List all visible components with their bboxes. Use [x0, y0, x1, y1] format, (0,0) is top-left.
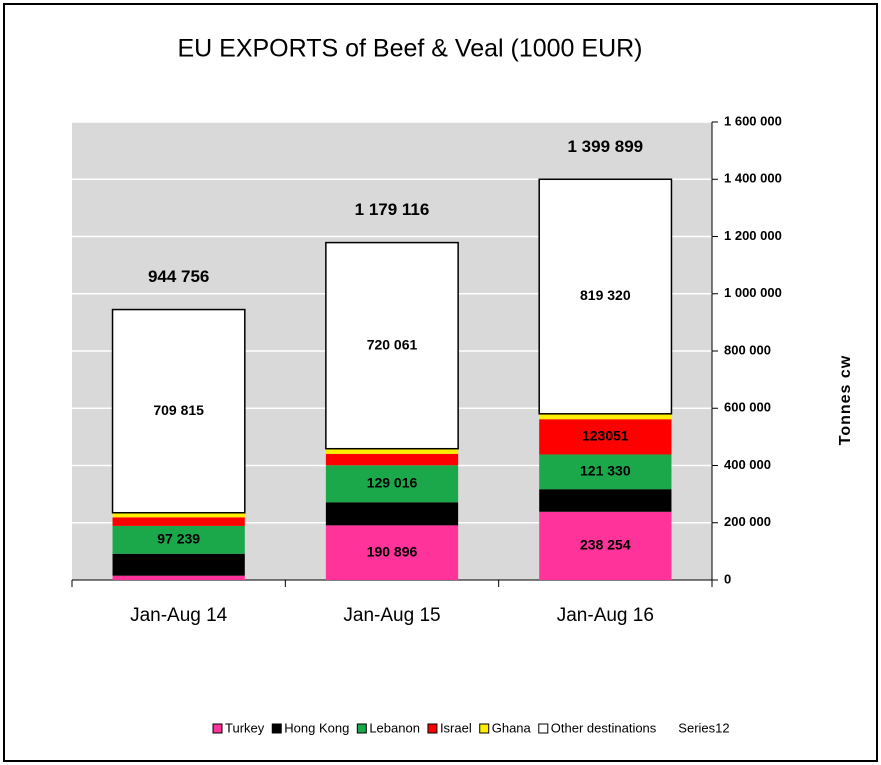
- data-label: 720 061: [367, 336, 418, 352]
- data-label: 819 320: [580, 287, 631, 303]
- y-tick-label: 800 000: [724, 342, 771, 357]
- data-label: 80 748: [371, 505, 414, 521]
- data-label: 123051: [582, 428, 629, 444]
- total-label: 1 179 116: [355, 200, 430, 219]
- legend-label: Series12: [678, 720, 729, 735]
- bar-segment: [325, 241, 459, 450]
- legend-label: Ghana: [492, 720, 532, 735]
- bar-segment: [539, 489, 672, 512]
- data-label: 76 742: [157, 555, 200, 571]
- x-tick-label: Jan-Aug 16: [557, 605, 654, 626]
- legend-label: Turkey: [225, 720, 265, 735]
- x-tick-label: Jan-Aug 15: [343, 605, 440, 626]
- legend-label: Other destinations: [551, 720, 657, 735]
- data-label: 78 947: [584, 491, 627, 507]
- total-label: 944 756: [148, 267, 209, 286]
- chart-title: EU EXPORTS of Beef & Veal (1000 EUR): [177, 35, 642, 63]
- bar-segment: [112, 517, 245, 526]
- bar-segment: [112, 575, 245, 580]
- data-label: 97 239: [157, 531, 200, 547]
- y-tick-label: 400 000: [724, 457, 771, 472]
- legend-swatch: [427, 723, 438, 734]
- bar-segment: [325, 448, 459, 454]
- data-label: 190 896: [367, 543, 418, 559]
- y-tick-label: 1 000 000: [724, 285, 782, 300]
- bar-segment: [325, 502, 459, 526]
- y-tick-label: 1 200 000: [724, 228, 782, 243]
- y-tick-label: 1 600 000: [724, 113, 782, 128]
- legend-label: Lebanon: [369, 720, 420, 735]
- data-label: 129 016: [367, 474, 418, 490]
- y-tick-label: 1 400 000: [724, 171, 782, 186]
- bar-segment: [539, 454, 672, 490]
- legend-label: Hong Kong: [284, 720, 349, 735]
- data-label: 709 815: [153, 402, 204, 418]
- y-tick-label: 200 000: [724, 514, 771, 529]
- bar-segment: [539, 413, 672, 420]
- bar-segment: [325, 525, 459, 580]
- legend-label: Israel: [440, 720, 472, 735]
- bar-segment: [112, 525, 245, 554]
- legend-swatch: [356, 723, 367, 734]
- bar-segment: [539, 511, 672, 580]
- bar-segment: [325, 465, 459, 503]
- y-axis-label: Tonnes cw: [837, 355, 854, 446]
- y-tick-label: 0: [724, 571, 731, 586]
- x-tick-label: Jan-Aug 14: [130, 605, 228, 626]
- data-label: 121 330: [580, 463, 631, 479]
- legend-swatch: [212, 723, 223, 734]
- bar-segment: [112, 512, 245, 518]
- total-label: 1 399 899: [568, 137, 644, 156]
- bar-segment: [112, 553, 245, 576]
- data-label: 238 254: [580, 537, 631, 553]
- legend-swatch: [271, 723, 282, 734]
- y-tick-label: 600 000: [724, 400, 771, 415]
- bar-segment: [538, 178, 673, 415]
- bar-segment: [539, 419, 672, 455]
- bar-segment: [111, 308, 246, 514]
- legend-swatch: [479, 723, 490, 734]
- legend-swatch: [538, 723, 549, 734]
- bar-segment: [325, 453, 459, 466]
